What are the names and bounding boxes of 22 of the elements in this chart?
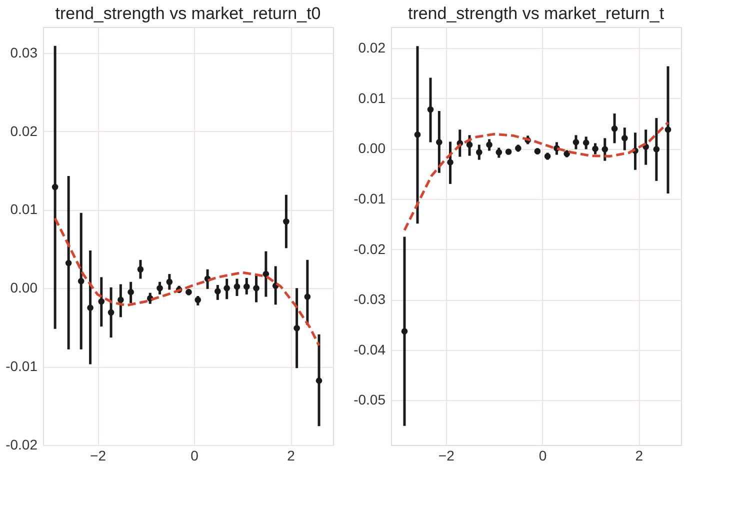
x-tick-label: −2 (438, 448, 455, 464)
y-tick-label: 0.00 (10, 280, 38, 296)
y-tick-label: -0.01 (354, 190, 386, 207)
y-tick-label: -0.02 (6, 436, 38, 452)
y-tick-label: 0.03 (10, 44, 38, 60)
y-tick-label: -0.05 (354, 392, 386, 408)
y-tick-label: 0.02 (358, 40, 386, 56)
x-tick-label: 2 (287, 448, 296, 464)
y-tick-label: 0.00 (358, 140, 386, 156)
x-tick-label: 0 (190, 448, 199, 464)
chart-title: trend_strength vs market_return_t (408, 4, 664, 23)
chart-title: trend_strength vs market_return_t0 (55, 4, 321, 23)
y-tick-label: -0.03 (354, 291, 386, 308)
y-tick-label: -0.04 (354, 341, 386, 358)
x-tick-label: −2 (90, 448, 106, 464)
y-tick-label: -0.01 (6, 358, 38, 374)
y-tick-label: 0.02 (10, 122, 38, 139)
y-tick-label: 0.01 (10, 201, 38, 218)
y-tick-label: 0.01 (358, 90, 386, 106)
x-tick-label: 2 (635, 448, 644, 464)
y-tick-label: -0.02 (354, 240, 386, 257)
x-tick-label: 0 (538, 448, 547, 464)
